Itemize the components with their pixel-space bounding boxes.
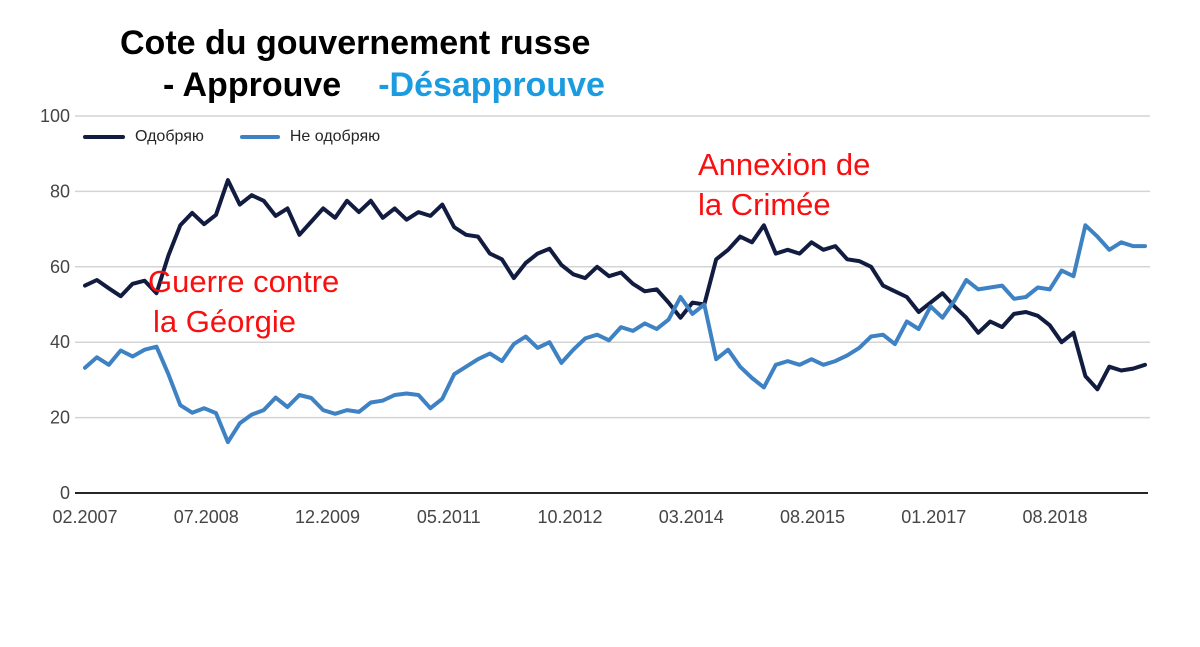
legend-label-disapprove: Не одобряю (289, 128, 381, 145)
annotation-crimea: Annexion de la Crimée (698, 145, 870, 225)
x-tick-label: 12.2009 (295, 507, 360, 527)
y-tick-label: 0 (60, 483, 70, 503)
annotation-crimea-line1: Annexion de (698, 147, 871, 182)
legend-line-swatch-disapprove (239, 135, 280, 139)
chart-legend: Одобряю Не одобряю (83, 127, 380, 147)
chart-title: Cote du gouvernement russe (120, 24, 591, 62)
y-tick-label: 20 (50, 408, 70, 428)
annotation-crimea-line2: la Crimée (698, 187, 831, 222)
annotation-georgia-line2: la Géorgie (153, 304, 297, 339)
y-tick-label: 60 (50, 257, 70, 277)
x-tick-label: 08.2015 (780, 507, 845, 527)
series-line-approve (83, 178, 1147, 392)
series-line-disapprove (83, 223, 1147, 445)
x-tick-label: 02.2007 (52, 507, 117, 527)
x-tick-label: 08.2018 (1022, 507, 1087, 527)
legend-label-approve: Одобряю (135, 128, 204, 145)
annotation-georgia-line1: Guerre contre (148, 264, 340, 299)
subtitle-approve-label: - Approuve (163, 66, 342, 104)
x-tick-label: 07.2008 (174, 507, 239, 527)
annotation-georgia-war: Guerre contre la Géorgie (148, 262, 339, 342)
y-tick-label: 80 (50, 181, 70, 201)
x-tick-label: 03.2014 (659, 507, 724, 527)
x-tick-label: 05.2011 (417, 507, 481, 527)
x-tick-label: 10.2012 (537, 507, 602, 527)
chart-subtitle: - Approuve -Désapprouve (163, 66, 605, 105)
subtitle-disapprove-label: -Désapprouve (378, 66, 605, 104)
x-tick-label: 01.2017 (901, 507, 966, 527)
y-tick-label: 100 (40, 106, 70, 126)
legend-line-swatch-approve (83, 135, 125, 139)
y-tick-label: 40 (50, 332, 70, 352)
